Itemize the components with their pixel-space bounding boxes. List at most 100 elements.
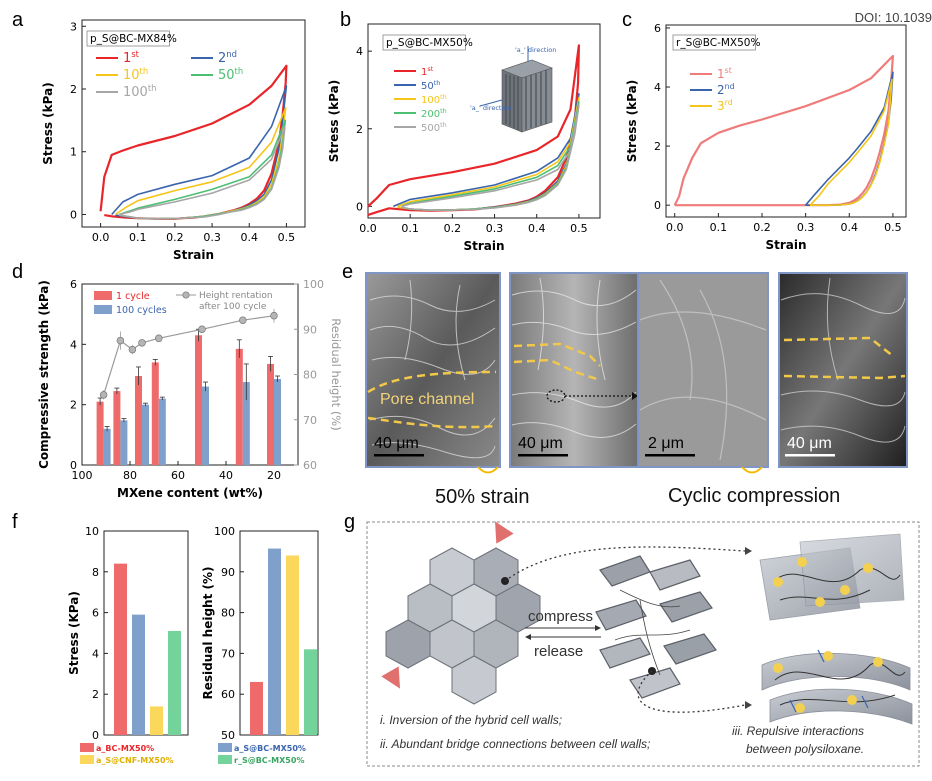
bar-r_S@BC-MX50% bbox=[304, 649, 317, 735]
bar-1-cycle bbox=[267, 363, 274, 465]
panel-label-f: f bbox=[12, 511, 18, 533]
caption-strain: 50% strain bbox=[435, 486, 530, 508]
x-tick-label: 0.2 bbox=[753, 221, 771, 234]
bar-1-cycle bbox=[235, 348, 243, 465]
legend-label: 200th bbox=[421, 107, 447, 120]
bar-100-cycles bbox=[274, 379, 281, 465]
sem-image-3: 2 μm bbox=[637, 272, 769, 468]
x-axis-label: Strain bbox=[173, 248, 214, 262]
chart-f2: 50 60 70 80 90 100 Residual height (%) bbox=[201, 525, 319, 742]
x-tick-label: 100 bbox=[72, 469, 93, 482]
legend-f-item-4: r_S@BC-MX50% bbox=[234, 756, 304, 765]
y2-tick-label: 70 bbox=[303, 414, 317, 427]
y-tick-label: 2 bbox=[92, 688, 99, 701]
x-tick-label: 0.5 bbox=[884, 221, 902, 234]
series-line-500th bbox=[401, 104, 580, 211]
x-tick-label: 0.5 bbox=[570, 222, 588, 235]
x-tick-label: 40 bbox=[219, 469, 233, 482]
legend-label: 1st bbox=[717, 66, 732, 81]
release-label: release bbox=[534, 643, 583, 660]
x-tick-label: 60 bbox=[171, 469, 185, 482]
height-retention-point bbox=[128, 345, 137, 354]
y-axis-label: Stress (kPa) bbox=[625, 80, 639, 162]
x-tick-label: 0.4 bbox=[528, 222, 546, 235]
height-retention-point bbox=[270, 311, 278, 320]
chart-c: 0.0 0.1 0.2 0.3 0.4 0.5 0 2 4 6 Strain Stress (kPa)… bbox=[625, 22, 907, 252]
y-tick-label: 1 bbox=[70, 146, 77, 159]
legend-swatch bbox=[94, 291, 112, 300]
legend-swatch bbox=[94, 305, 112, 314]
y2-tick-label: 60 bbox=[303, 459, 317, 472]
y-axis-label: Stress (kPa) bbox=[327, 80, 341, 162]
y-tick-label: 10 bbox=[85, 525, 99, 538]
bar-1-cycle bbox=[96, 401, 104, 465]
chart-f1: 0 2 4 6 8 10 Stress (KPa) bbox=[67, 525, 189, 742]
height-retention-point bbox=[155, 334, 163, 343]
chart-b: 0.0 0.1 0.2 0.3 0.4 0.5 0 2 4 Strain Stress (kPa) p… bbox=[327, 23, 601, 253]
height-retention-point bbox=[198, 325, 206, 334]
plot-frame bbox=[103, 530, 189, 736]
x-axis-label: Strain bbox=[463, 239, 504, 253]
legend-label: 50th bbox=[218, 66, 243, 83]
y-tick-label: 4 bbox=[356, 45, 363, 58]
legend-f-item-2: a_S@BC-MX50% bbox=[234, 744, 306, 753]
y-tick-label: 0 bbox=[654, 199, 661, 212]
bar-a_S@CNF-MX50% bbox=[286, 555, 299, 735]
y2-tick-label: 90 bbox=[303, 323, 317, 336]
chart-title: p_S@BC-MX84% bbox=[90, 33, 177, 45]
legend-f-item-1: a_BC-MX50% bbox=[96, 744, 154, 753]
y-axis-label: Compressive strength (kPa) bbox=[37, 280, 51, 469]
sem-image-1: Pore channel 40 μm bbox=[365, 272, 501, 468]
x-tick-label: 0.2 bbox=[166, 231, 184, 244]
bar-r_S@BC-MX50% bbox=[168, 630, 181, 735]
y-tick-label: 2 bbox=[70, 399, 77, 412]
bar-1-cycle bbox=[195, 335, 202, 465]
y-tick-label: 0 bbox=[70, 459, 77, 472]
x-axis-label: Strain bbox=[765, 238, 806, 252]
y-axis-label: Residual height (%) bbox=[201, 567, 215, 700]
chart-title-box bbox=[382, 34, 466, 51]
y-tick-label: 70 bbox=[221, 647, 235, 660]
scale-bar-1: 40 μm bbox=[374, 435, 419, 452]
y-tick-label: 100 bbox=[214, 525, 235, 538]
y2-tick-label: 80 bbox=[303, 369, 317, 382]
y-tick-label: 0 bbox=[92, 729, 99, 742]
chart-a: 0.0 0.1 0.2 0.3 0.4 0.5 0 1 2 3 Strain Stress (kPa)… bbox=[41, 19, 306, 262]
legend-label: 1st bbox=[123, 49, 140, 66]
scale-bar-4: 40 μm bbox=[787, 435, 832, 452]
bar-100-cycles bbox=[142, 404, 149, 465]
inset-label-top: 'a_' direction bbox=[515, 46, 556, 54]
polysiloxane-sheet-bottom-icon bbox=[761, 649, 913, 725]
x-tick-label: 0.5 bbox=[278, 231, 296, 244]
x-axis-label: MXene content (wt%) bbox=[117, 486, 263, 500]
height-retention-point bbox=[116, 336, 125, 345]
legend-label: 500th bbox=[421, 121, 447, 134]
y-tick-label: 4 bbox=[654, 81, 661, 94]
panel-label-b: b bbox=[340, 9, 351, 31]
height-retention-point bbox=[239, 316, 247, 324]
note-1: i. Inversion of the hybrid cell walls; bbox=[380, 713, 562, 727]
y-tick-label: 2 bbox=[356, 123, 363, 136]
x-tick-label: 0.0 bbox=[359, 222, 377, 235]
x-tick-label: 20 bbox=[267, 469, 281, 482]
sem-image-4: 40 μm bbox=[778, 272, 908, 468]
sem-image-2: 40 μm bbox=[509, 272, 639, 468]
compressed-structure-icon bbox=[595, 555, 717, 699]
polysiloxane-sheet-top-icon bbox=[759, 533, 905, 621]
doi-text: DOI: 10.1039 bbox=[854, 10, 932, 25]
legend-label: 100th bbox=[123, 83, 156, 100]
chart-title: p_S@BC-MX50% bbox=[386, 37, 473, 49]
chart-d: 100 80 60 40 20 0 2 4 6 MXene content (wt%) Compre… bbox=[37, 278, 343, 500]
legend-label: 50th bbox=[421, 79, 440, 92]
bar-a_BC-MX50% bbox=[114, 563, 127, 735]
legend-label: 2nd bbox=[218, 49, 237, 66]
panel-label-a: a bbox=[12, 9, 24, 31]
compress-label: compress bbox=[528, 608, 593, 625]
series-line-3rd bbox=[809, 78, 893, 206]
pore-channel-label: Pore channel bbox=[380, 391, 474, 408]
chart-title-box bbox=[86, 30, 170, 47]
bar-a_S@CNF-MX50% bbox=[150, 706, 163, 735]
y-tick-label: 2 bbox=[70, 83, 77, 96]
y-tick-label: 3 bbox=[70, 20, 77, 33]
